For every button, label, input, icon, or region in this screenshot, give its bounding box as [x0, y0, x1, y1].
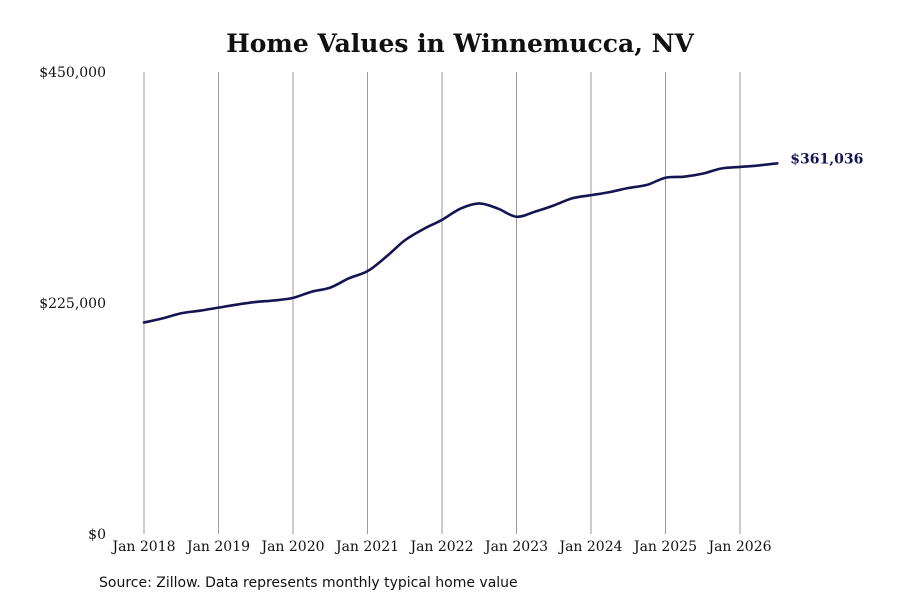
y-tick-label: $450,000: [39, 65, 106, 81]
home-value-line: [142, 162, 779, 324]
x-tick-label: Jan 2023: [483, 539, 548, 555]
y-tick-label: $0: [88, 527, 106, 543]
last-value-label: $361,036: [790, 151, 863, 167]
y-tick-label: $225,000: [39, 296, 106, 312]
x-axis-ticks: Jan 2018 Jan 2019 Jan 2020 Jan 2021 Jan 2022…: [110, 539, 771, 555]
source-note: Source: Zillow. Data represents monthly …: [99, 575, 518, 591]
gridlines: [143, 72, 741, 534]
x-tick-label: Jan 2024: [557, 539, 622, 555]
y-axis-ticks: $0 $225,000 $450,000: [39, 65, 106, 543]
x-tick-label: Jan 2018: [110, 539, 175, 555]
chart-title: Home Values in Winnemucca, NV: [226, 29, 694, 58]
x-tick-label: Jan 2026: [706, 539, 771, 555]
x-tick-label: Jan 2020: [259, 539, 324, 555]
x-tick-label: Jan 2022: [408, 539, 473, 555]
series-layer: [142, 162, 779, 324]
x-tick-label: Jan 2025: [632, 539, 697, 555]
x-tick-label: Jan 2021: [334, 539, 399, 555]
x-tick-label: Jan 2019: [185, 539, 250, 555]
